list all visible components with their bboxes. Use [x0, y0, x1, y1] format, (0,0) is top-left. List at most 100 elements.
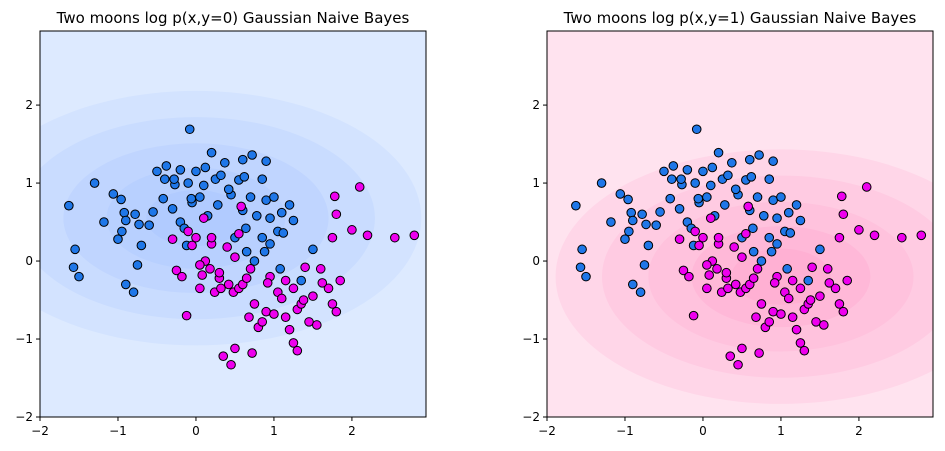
class-1-point	[795, 338, 806, 348]
class-0-point	[120, 279, 131, 290]
class-0-point	[251, 211, 262, 221]
class-0-point	[668, 161, 679, 171]
class-0-point	[571, 200, 581, 211]
y-tick-label: −2	[522, 410, 540, 424]
class-0-point	[754, 150, 764, 160]
class-0-point	[795, 215, 806, 226]
class-1-point	[312, 320, 322, 330]
class-1-point	[347, 225, 357, 235]
class-0-point	[195, 192, 205, 202]
class-0-point	[184, 124, 195, 135]
class-0-point	[752, 192, 763, 202]
class-0-point	[623, 194, 633, 205]
class-0-point	[705, 180, 716, 191]
right-plot-title: Two moons log p(x,y=1) Gaussian Naive Ba…	[563, 9, 917, 27]
class-1-point	[284, 324, 295, 335]
class-0-point	[119, 207, 130, 218]
class-0-point	[212, 200, 223, 210]
class-0-point	[198, 180, 209, 191]
class-0-point	[723, 170, 733, 181]
class-0-point	[259, 246, 270, 257]
class-0-point	[161, 161, 172, 171]
class-1-point	[834, 299, 845, 309]
class-1-point	[409, 230, 420, 241]
class-0-point	[265, 239, 275, 249]
class-1-point	[694, 240, 704, 251]
class-0-point	[815, 244, 825, 255]
class-0-point	[665, 193, 676, 204]
y-tick-label: −2	[15, 410, 33, 424]
class-0-point	[748, 246, 759, 257]
class-0-point	[216, 170, 226, 181]
y-tick-label: 0	[532, 254, 540, 268]
x-tick-label: 2	[348, 424, 356, 438]
class-0-point	[223, 184, 234, 195]
class-1-point	[317, 278, 328, 288]
class-1-point	[262, 278, 273, 288]
class-1-point	[824, 278, 835, 288]
class-1-point	[834, 232, 845, 243]
class-0-point	[257, 174, 268, 184]
class-1-point	[822, 264, 833, 274]
class-0-point	[169, 174, 179, 184]
class-0-point	[89, 178, 100, 188]
class-0-point	[239, 172, 250, 182]
class-1-point	[733, 359, 743, 370]
class-0-point	[288, 215, 299, 226]
class-0-point	[200, 162, 211, 173]
class-0-point	[655, 207, 665, 217]
class-1-point	[276, 293, 287, 304]
class-0-point	[581, 271, 591, 282]
class-0-point	[64, 200, 74, 211]
class-0-point	[261, 156, 271, 167]
class-0-point	[702, 192, 712, 202]
class-0-point	[727, 157, 737, 168]
class-0-point	[698, 166, 708, 177]
class-1-point	[315, 264, 326, 274]
class-1-point	[723, 283, 733, 294]
class-0-point	[772, 213, 782, 223]
class-0-point	[676, 174, 686, 184]
class-1-point	[292, 345, 303, 356]
class-1-point	[195, 260, 205, 270]
class-1-point	[769, 278, 780, 288]
class-1-point	[721, 267, 732, 278]
class-1-point	[323, 283, 334, 294]
class-0-point	[144, 220, 154, 230]
class-0-point	[183, 178, 193, 188]
class-0-point	[152, 166, 162, 177]
class-0-point	[635, 287, 646, 298]
right-axis-ticks: −2 −1 0 1 2 −2 −1 0 1 2	[522, 98, 862, 438]
class-1-point	[861, 182, 872, 192]
class-1-point	[688, 310, 699, 321]
class-1-point	[354, 182, 365, 192]
class-1-point	[288, 338, 299, 348]
class-0-point	[764, 232, 775, 243]
class-1-point	[198, 213, 209, 223]
class-1-point	[752, 264, 763, 274]
y-tick-label: 1	[532, 176, 540, 190]
class-1-point	[737, 252, 747, 262]
class-0-point	[275, 264, 285, 274]
class-0-point	[713, 147, 724, 158]
class-0-point	[577, 244, 587, 255]
class-1-point	[249, 299, 260, 309]
class-1-point	[171, 265, 182, 276]
class-0-point	[113, 234, 123, 245]
class-0-point	[132, 260, 143, 270]
class-0-point	[74, 271, 84, 282]
class-0-point	[257, 232, 268, 243]
class-1-point	[799, 345, 810, 356]
class-1-point	[783, 293, 794, 304]
class-1-point	[729, 242, 739, 252]
class-0-point	[68, 262, 79, 273]
class-1-point	[244, 312, 254, 322]
x-tick-label: −1	[109, 424, 127, 438]
class-1-point	[226, 359, 236, 370]
class-1-point	[702, 260, 712, 270]
left-axis-ticks: −2 −1 0 1 2 −2 −1 0 1 2	[15, 98, 355, 438]
class-0-point	[265, 213, 275, 223]
class-1-point	[690, 226, 700, 237]
class-0-point	[772, 239, 782, 249]
